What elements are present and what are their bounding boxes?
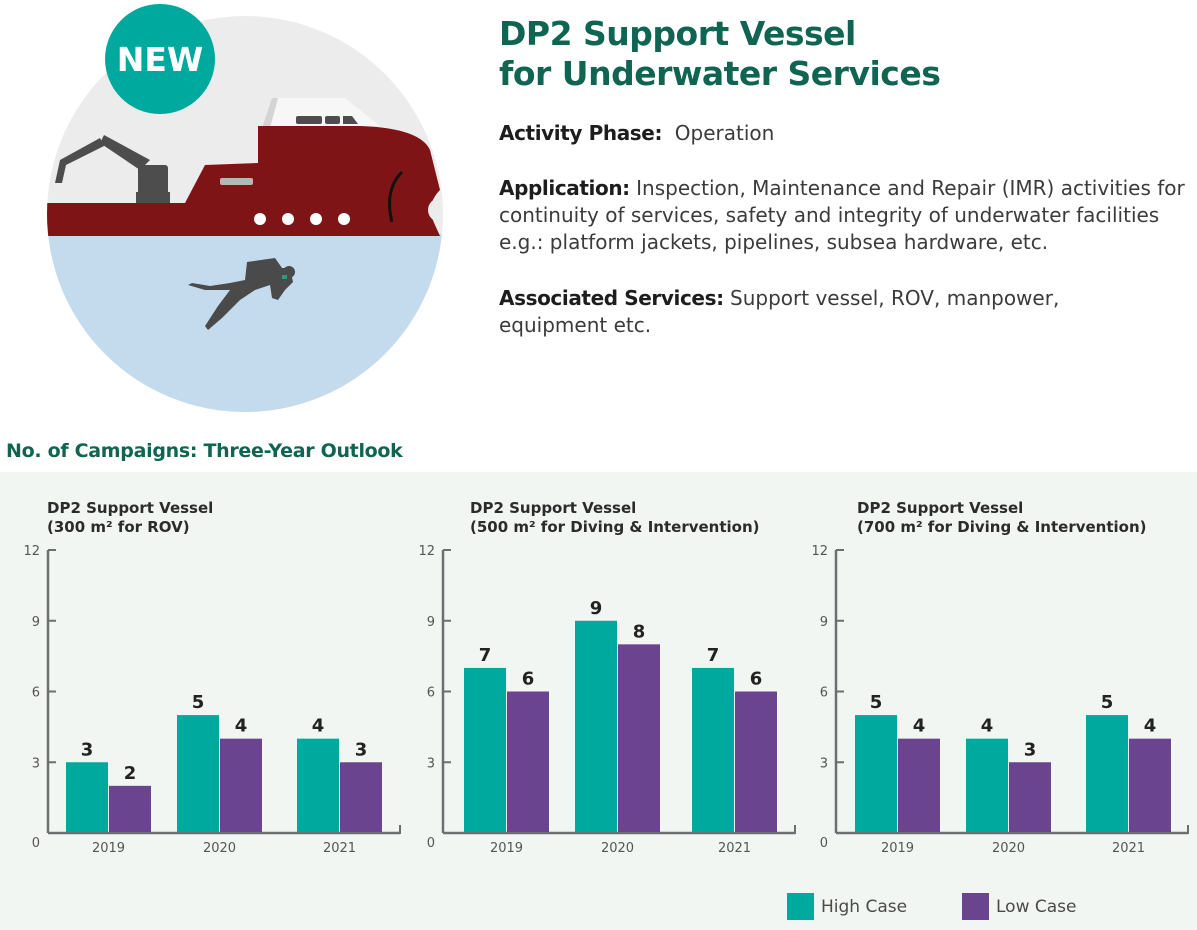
- chart-title-line-2: (500 m² for Diving & Intervention): [470, 518, 760, 536]
- bar-low-case: [340, 762, 382, 832]
- bar-high-case: [575, 620, 617, 832]
- bar-low-case: [507, 691, 549, 832]
- data-label: 4: [913, 716, 926, 737]
- section-title: No. of Campaigns: Three-Year Outlook: [6, 440, 403, 462]
- data-label: 5: [870, 692, 883, 713]
- bar-high-case: [1086, 715, 1128, 832]
- data-label: 7: [707, 645, 720, 666]
- application-value: Inspection, Maintenance and Repair (IMR)…: [499, 176, 1185, 254]
- data-label: 3: [355, 739, 368, 760]
- activity-phase-value: Operation: [674, 121, 775, 145]
- y-tick-label: 9: [820, 615, 828, 630]
- chart-title-line-2: (300 m² for ROV): [47, 518, 190, 536]
- chart-title-line-2: (700 m² for Diving & Intervention): [857, 518, 1147, 536]
- y-tick-label: 0: [32, 836, 40, 851]
- bar-high-case: [966, 738, 1008, 832]
- data-label: 9: [590, 598, 603, 619]
- legend-item-high-case: High Case: [787, 893, 907, 920]
- y-tick-label: 3: [427, 756, 435, 771]
- y-tick-label: 0: [427, 836, 435, 851]
- x-tick-label: 2020: [601, 841, 634, 856]
- y-tick-label: 0: [820, 836, 828, 851]
- application-label: Application:: [499, 176, 630, 200]
- bar-high-case: [66, 762, 108, 832]
- data-label: 4: [235, 716, 248, 737]
- data-label: 3: [1024, 739, 1037, 760]
- x-tick-label: 2021: [323, 841, 356, 856]
- bar-high-case: [855, 715, 897, 832]
- x-tick-label: 2019: [490, 841, 523, 856]
- x-tick-label: 2019: [92, 841, 125, 856]
- bar-low-case: [618, 644, 660, 832]
- bar-high-case: [177, 715, 219, 832]
- associated-services-label: Associated Services:: [499, 286, 724, 310]
- data-label: 8: [633, 621, 646, 642]
- data-label: 4: [1144, 716, 1157, 737]
- legend-label-high-case: High Case: [821, 896, 908, 917]
- y-tick-label: 9: [32, 615, 40, 630]
- x-tick-label: 2020: [992, 841, 1025, 856]
- y-tick-label: 6: [427, 686, 435, 701]
- bar-low-case: [1009, 762, 1051, 832]
- chart-title-line-1: DP2 Support Vessel: [47, 499, 213, 517]
- y-tick-label: 9: [427, 615, 435, 630]
- data-label: 6: [522, 669, 535, 690]
- associated-services-value: Support vessel, ROV, manpower, equipment…: [499, 286, 1060, 337]
- page-title: DP2 Support Vessel for Underwater Servic…: [499, 14, 941, 94]
- bar-high-case: [464, 667, 506, 832]
- bar-high-case: [297, 738, 339, 832]
- bar-low-case: [735, 691, 777, 832]
- vessel-illustration: NEW: [47, 4, 443, 412]
- x-tick-label: 2021: [718, 841, 751, 856]
- data-label: 3: [81, 739, 94, 760]
- chart-title-line-1: DP2 Support Vessel: [857, 499, 1023, 517]
- bar-high-case: [692, 667, 734, 832]
- activity-phase-label: Activity Phase:: [499, 121, 663, 145]
- legend-label-low-case: Low Case: [996, 896, 1077, 917]
- y-tick-label: 6: [820, 686, 828, 701]
- new-badge-label: NEW: [117, 40, 204, 79]
- x-tick-label: 2020: [203, 841, 236, 856]
- portholes: [254, 213, 350, 225]
- data-label: 5: [192, 692, 205, 713]
- legend-swatch-low-case: [962, 893, 989, 920]
- data-label: 6: [750, 669, 763, 690]
- y-tick-label: 12: [23, 544, 40, 559]
- bar-low-case: [1129, 738, 1171, 832]
- legend-swatch-high-case: [787, 893, 814, 920]
- y-tick-label: 12: [811, 544, 828, 559]
- data-label: 7: [479, 645, 492, 666]
- data-label: 4: [981, 716, 994, 737]
- x-tick-label: 2019: [881, 841, 914, 856]
- chart-title-line-1: DP2 Support Vessel: [470, 499, 636, 517]
- activity-phase: Activity Phase: Operation: [499, 120, 1197, 147]
- title-line-2: for Underwater Services: [499, 54, 941, 93]
- crane-icon: [55, 135, 170, 205]
- title-line-1: DP2 Support Vessel: [499, 14, 856, 53]
- y-tick-label: 3: [820, 756, 828, 771]
- data-label: 5: [1101, 692, 1114, 713]
- data-label: 4: [312, 716, 325, 737]
- legend-item-low-case: Low Case: [962, 893, 1076, 920]
- x-tick-label: 2021: [1112, 841, 1145, 856]
- new-badge: NEW: [105, 4, 215, 114]
- data-label: 2: [124, 763, 137, 784]
- application: Application: Inspection, Maintenance and…: [499, 175, 1197, 256]
- y-tick-label: 6: [32, 686, 40, 701]
- bar-low-case: [220, 738, 262, 832]
- y-tick-label: 3: [32, 756, 40, 771]
- associated-services: Associated Services: Support vessel, ROV…: [499, 285, 1119, 339]
- bar-low-case: [898, 738, 940, 832]
- y-tick-label: 12: [418, 544, 435, 559]
- bar-low-case: [109, 785, 151, 832]
